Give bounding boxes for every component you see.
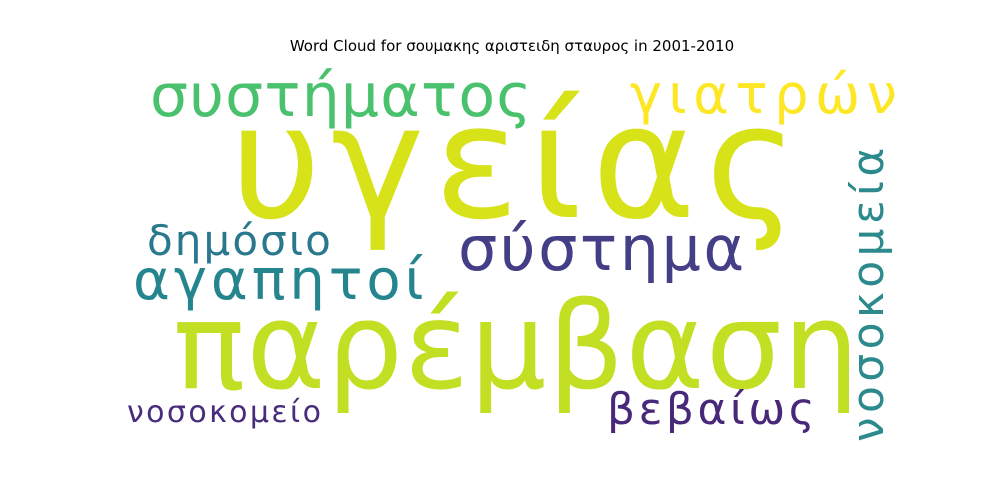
word-systimatos: συστήματος <box>150 61 533 131</box>
word-paremvasi: παρέμβαση <box>173 278 861 417</box>
word-ygeias: υγείας <box>230 71 808 255</box>
word-dimosio: δημόσιο <box>147 216 333 265</box>
chart-title: Word Cloud for σουμακης αριστειδη σταυρο… <box>289 37 735 55</box>
word-nosokomeia: νοσοκομεία <box>843 143 894 442</box>
word-cloud: υγείας παρέμβαση συστήματος γιατρών σύστ… <box>125 60 900 455</box>
word-giatron: γιατρών <box>630 63 900 126</box>
word-nosokomeio: νοσοκομείο <box>127 395 324 430</box>
word-vevaios: βεβαίως <box>607 384 819 435</box>
word-agapitoi: αγαπητοί <box>133 248 428 313</box>
word-systima: σύστημα <box>458 212 747 285</box>
